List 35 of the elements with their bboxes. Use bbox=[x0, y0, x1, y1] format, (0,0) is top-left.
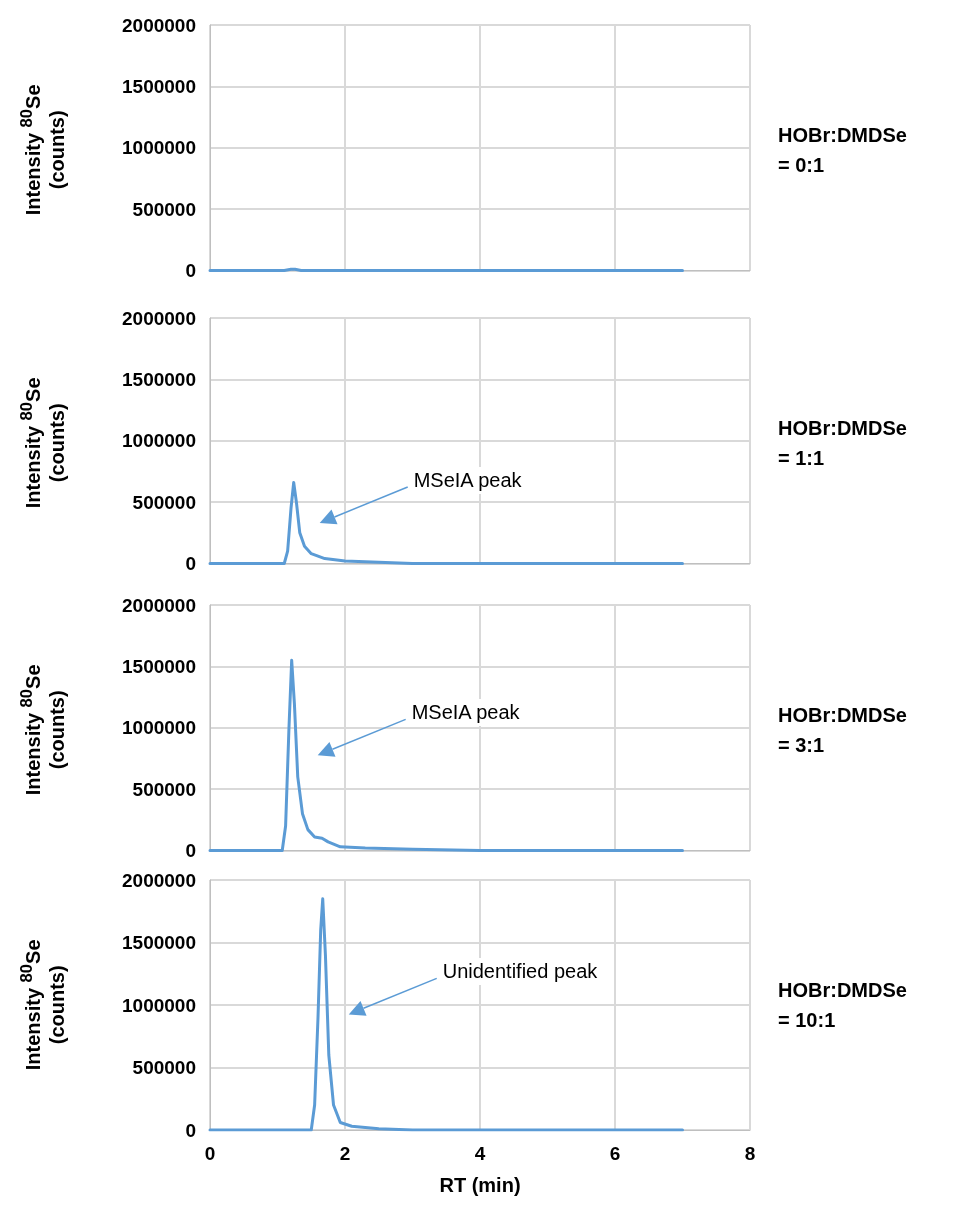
y-tick-label: 500000 bbox=[132, 778, 196, 800]
y-tick-label: 2000000 bbox=[122, 869, 196, 891]
y-tick-label: 1500000 bbox=[122, 368, 196, 390]
y-tick-label: 1000000 bbox=[122, 430, 196, 452]
y-tick-label: 500000 bbox=[132, 198, 196, 220]
x-tick-label: 4 bbox=[474, 1143, 486, 1164]
y-tick-label: 1000000 bbox=[122, 717, 196, 739]
y-tick-label: 0 bbox=[185, 553, 196, 574]
y-tick-label: 2000000 bbox=[122, 14, 196, 36]
y-tick-label: 1000000 bbox=[122, 994, 196, 1016]
y-tick-label: 1500000 bbox=[122, 75, 196, 97]
x-axis-title: RT (min) bbox=[439, 1174, 521, 1196]
text: HOBr:DMDSe = 10:1 bbox=[778, 978, 908, 1033]
annotation: MSeIA peak bbox=[409, 466, 526, 494]
x-tick-label: 8 bbox=[744, 1143, 756, 1164]
text: HOBr:DMDSe = 1:1 bbox=[778, 416, 908, 471]
y-tick-label: 500000 bbox=[132, 1057, 196, 1078]
y-tick-label: 500000 bbox=[132, 491, 196, 513]
x-tick-label: 0 bbox=[204, 1143, 216, 1164]
y-tick-label: 2000000 bbox=[122, 307, 196, 329]
text: HOBr:DMDSe = 0:1 bbox=[778, 123, 908, 178]
line-series bbox=[208, 658, 684, 852]
annotation: Unidentified peak bbox=[438, 958, 602, 986]
text: HOBr:DMDSe = 3:1 bbox=[778, 703, 908, 758]
y-tick-label: 2000000 bbox=[122, 594, 196, 616]
y-tick-label: 1000000 bbox=[122, 137, 196, 159]
annotation: MSeIA peak bbox=[407, 699, 524, 727]
line-series bbox=[208, 897, 684, 1132]
y-tick-label: 1500000 bbox=[122, 655, 196, 677]
y-tick-label: 0 bbox=[185, 840, 196, 861]
y-tick-label: 0 bbox=[185, 1119, 196, 1141]
x-tick-label: 2 bbox=[339, 1143, 351, 1164]
y-tick-label: 0 bbox=[185, 260, 196, 281]
y-tick-label: 1500000 bbox=[122, 932, 196, 953]
x-tick-label: 6 bbox=[609, 1143, 621, 1164]
